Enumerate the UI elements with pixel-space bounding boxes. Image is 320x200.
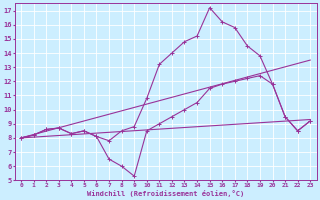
X-axis label: Windchill (Refroidissement éolien,°C): Windchill (Refroidissement éolien,°C) [87,190,244,197]
